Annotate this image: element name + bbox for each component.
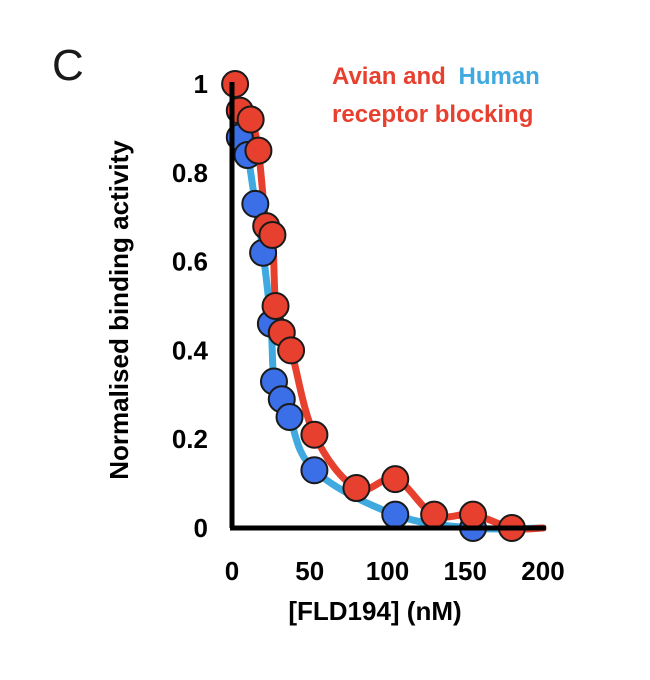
data-point-human (275, 403, 304, 431)
data-point-avian (381, 465, 410, 494)
legend-avian-label: Avian and (332, 63, 446, 90)
data-point-avian (459, 500, 488, 529)
axes (229, 82, 546, 531)
y-tick-label: 0.4 (172, 335, 209, 365)
y-tick-label: 1 (194, 69, 208, 99)
y-tick-labels: 0 0.2 0.4 0.6 0.8 1 (172, 69, 209, 543)
data-point-avian (277, 336, 306, 365)
data-point-human (300, 456, 329, 485)
data-point-avian (258, 220, 287, 249)
data-point-avian (342, 474, 371, 503)
data-point-avian (261, 292, 290, 320)
data-point-human (241, 189, 270, 218)
y-tick-label: 0.2 (172, 424, 208, 454)
x-axis-title: [FLD194] (nM) (288, 596, 461, 626)
panel-label: C (52, 41, 84, 90)
y-axis-title: Normalised binding activity (104, 140, 134, 480)
data-point-avian (420, 500, 449, 529)
legend-line-1: Avian and Human (332, 63, 540, 90)
y-tick-label: 0 (194, 513, 208, 543)
x-tick-label: 200 (521, 556, 564, 586)
data-point-avian (244, 136, 273, 165)
legend-human-label: Human (458, 63, 539, 90)
y-tick-label: 0.8 (172, 158, 208, 188)
x-tick-labels: 0 50 100 150 200 (225, 556, 565, 586)
series-points (221, 70, 526, 542)
legend: Avian and Human receptor blocking (332, 63, 540, 128)
data-point-avian (300, 420, 329, 449)
x-tick-label: 100 (366, 556, 409, 586)
x-tick-label: 0 (225, 556, 239, 586)
data-point-human (381, 500, 410, 529)
x-tick-label: 150 (444, 556, 487, 586)
y-tick-label: 0.6 (172, 247, 208, 277)
data-point-avian (236, 105, 265, 134)
legend-line-2: receptor blocking (332, 101, 533, 128)
data-point-avian (221, 70, 250, 98)
x-tick-label: 50 (295, 556, 324, 586)
